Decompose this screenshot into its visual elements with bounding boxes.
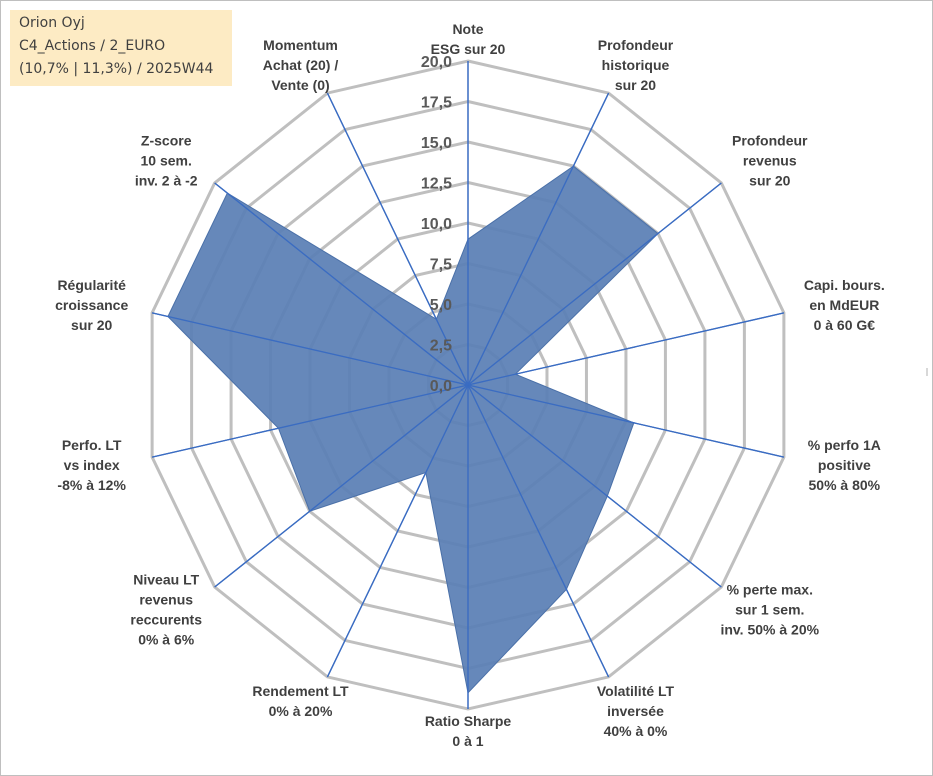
spoke-overlay-4 bbox=[467, 384, 785, 458]
axis-label-3: Capi. bours. en MdEUR 0 à 60 G€ bbox=[804, 277, 885, 333]
scrollbar-grip[interactable] bbox=[926, 368, 928, 376]
info-box: Orion Oyj C4_Actions / 2_EURO (10,7% | 1… bbox=[10, 10, 232, 86]
tick-label-1: 2,5 bbox=[430, 338, 452, 355]
tick-label-3: 7,5 bbox=[430, 257, 452, 274]
axis-label-8: Rendement LT 0% à 20% bbox=[252, 683, 349, 719]
category-label: C4_Actions / 2_EURO bbox=[19, 38, 166, 54]
tick-label-0: 0,0 bbox=[430, 378, 452, 395]
axis-label-11: Régularité croissance sur 20 bbox=[55, 277, 128, 333]
axis-label-12: Z-score 10 sem. inv. 2 à -2 bbox=[135, 133, 198, 189]
spoke-overlay-12 bbox=[214, 182, 469, 386]
tick-label-2: 5,0 bbox=[430, 297, 452, 314]
axis-label-9: Niveau LT revenus reccurents 0% à 6% bbox=[130, 571, 202, 647]
spoke-overlay-8 bbox=[326, 384, 469, 678]
axis-label-6: Volatilité LT inversée 40% à 0% bbox=[597, 683, 675, 739]
axis-label-2: Profondeur revenus sur 20 bbox=[732, 133, 808, 189]
tick-label-4: 10,0 bbox=[421, 216, 452, 233]
vertical-scrollbar[interactable] bbox=[922, 0, 932, 774]
tick-label-7: 17,5 bbox=[421, 95, 452, 112]
radar-series bbox=[151, 61, 785, 709]
spoke-overlay-10 bbox=[151, 384, 469, 458]
axis-label-5: % perte max. sur 1 sem. inv. 50% à 20% bbox=[720, 581, 819, 637]
axis-label-4: % perfo 1A positive 50% à 80% bbox=[808, 437, 881, 493]
axis-label-7: Ratio Sharpe 0 à 1 bbox=[425, 713, 512, 749]
tick-label-8: 20,0 bbox=[421, 54, 452, 71]
spoke-overlay-1 bbox=[467, 92, 610, 386]
radar-tick-labels: 0,0 2,5 5,0 7,5 10,0 12,5 15,0 17,5 20,0 bbox=[421, 54, 452, 395]
spoke-overlay-13 bbox=[326, 92, 469, 386]
spoke-overlay-6 bbox=[467, 384, 610, 678]
axis-label-13: Momentum Achat (20) / Vente (0) bbox=[263, 37, 339, 93]
spoke-overlay-3 bbox=[467, 312, 785, 386]
radar-axis-labels: Note ESG sur 20 Profondeur historique sur 20… bbox=[55, 21, 885, 749]
spoke-overlay-2 bbox=[467, 182, 722, 386]
axis-label-1: Profondeur historique sur 20 bbox=[598, 37, 674, 93]
spoke-overlay-11 bbox=[151, 312, 469, 386]
spoke-overlay-5 bbox=[467, 384, 722, 588]
spoke-overlay-9 bbox=[214, 384, 469, 588]
axis-label-0: Note ESG sur 20 bbox=[431, 21, 506, 57]
axis-label-10: Perfo. LT vs index -8% à 12% bbox=[57, 437, 126, 493]
company-name: Orion Oyj bbox=[19, 15, 85, 31]
tick-label-5: 12,5 bbox=[421, 176, 452, 193]
tick-label-6: 15,0 bbox=[421, 135, 452, 152]
stats-label: (10,7% | 11,3%) / 2025W44 bbox=[19, 61, 214, 77]
